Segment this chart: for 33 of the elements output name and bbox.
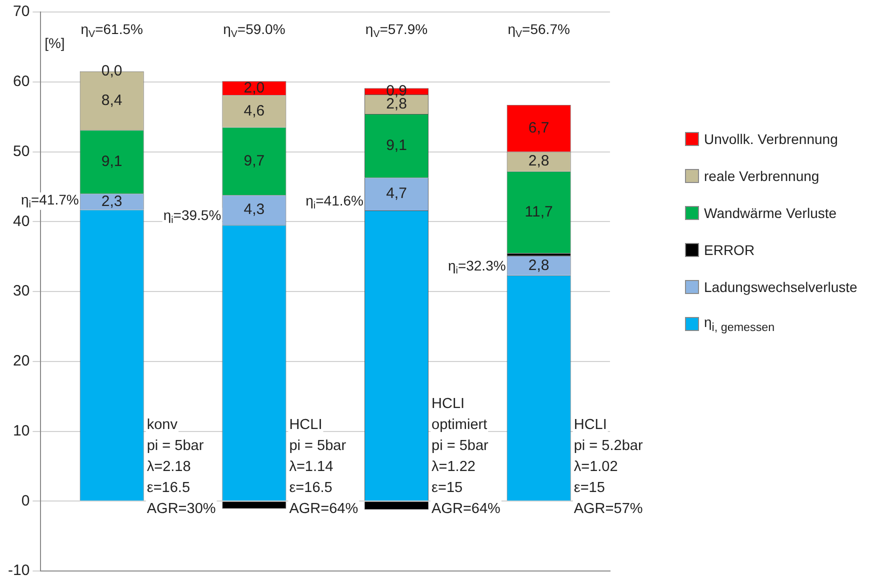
legend-label: ERROR (704, 242, 755, 258)
data-label: 4,3 (244, 201, 265, 218)
data-label: 2,8 (528, 152, 550, 170)
annotation: HCLI optimiert pi = 5bar λ=1.22 ε=15 AGR=64% (432, 396, 501, 518)
data-label: 2,8 (528, 256, 550, 274)
y-tick-label: 40 (12, 212, 30, 230)
y-tick-label: 0 (21, 492, 30, 510)
data-label: 8,4 (101, 92, 122, 109)
data-label: 9,1 (386, 136, 407, 154)
legend-label: Unvollk. Verbrennung (704, 130, 838, 146)
data-label: 2,3 (101, 192, 122, 210)
legend-label: reale Verbrennung (704, 168, 820, 184)
y-tick-label: 20 (12, 352, 30, 370)
y-tick-label: 30 (12, 282, 30, 300)
data-label: 6,7 (528, 119, 550, 136)
data-label: 9,1 (101, 153, 122, 170)
y-tick-label: 60 (12, 73, 30, 90)
y-tick-label: 50 (12, 142, 30, 160)
data-label: 11,7 (524, 203, 553, 220)
y-axis-title: [%] (44, 34, 65, 51)
legend-label: η$_{i, gemessen}$ (704, 314, 775, 334)
y-tick-label: 70 (12, 3, 30, 20)
legend-label: Ladungswechselverluste (704, 278, 858, 294)
data-label: 9,7 (244, 152, 265, 170)
data-label: 4,7 (386, 185, 407, 202)
annotation: HCLI pi = 5.2bar λ=1.02 ε=15 AGR=57% (574, 417, 643, 518)
annotation: HCLI pi = 5bar λ=1.14 ε=16.5 AGR=64% (289, 417, 358, 518)
y-tick-label: -10 (8, 562, 30, 580)
legend-label: Wandwärme Verluste (704, 204, 837, 220)
annotation: konv pi = 5bar λ=2.18 ε=16.5 AGR=30% (146, 417, 216, 518)
data-label: 4,6 (244, 102, 265, 120)
data-label: 2,0 (244, 79, 265, 96)
y-tick-label: 10 (12, 422, 30, 440)
